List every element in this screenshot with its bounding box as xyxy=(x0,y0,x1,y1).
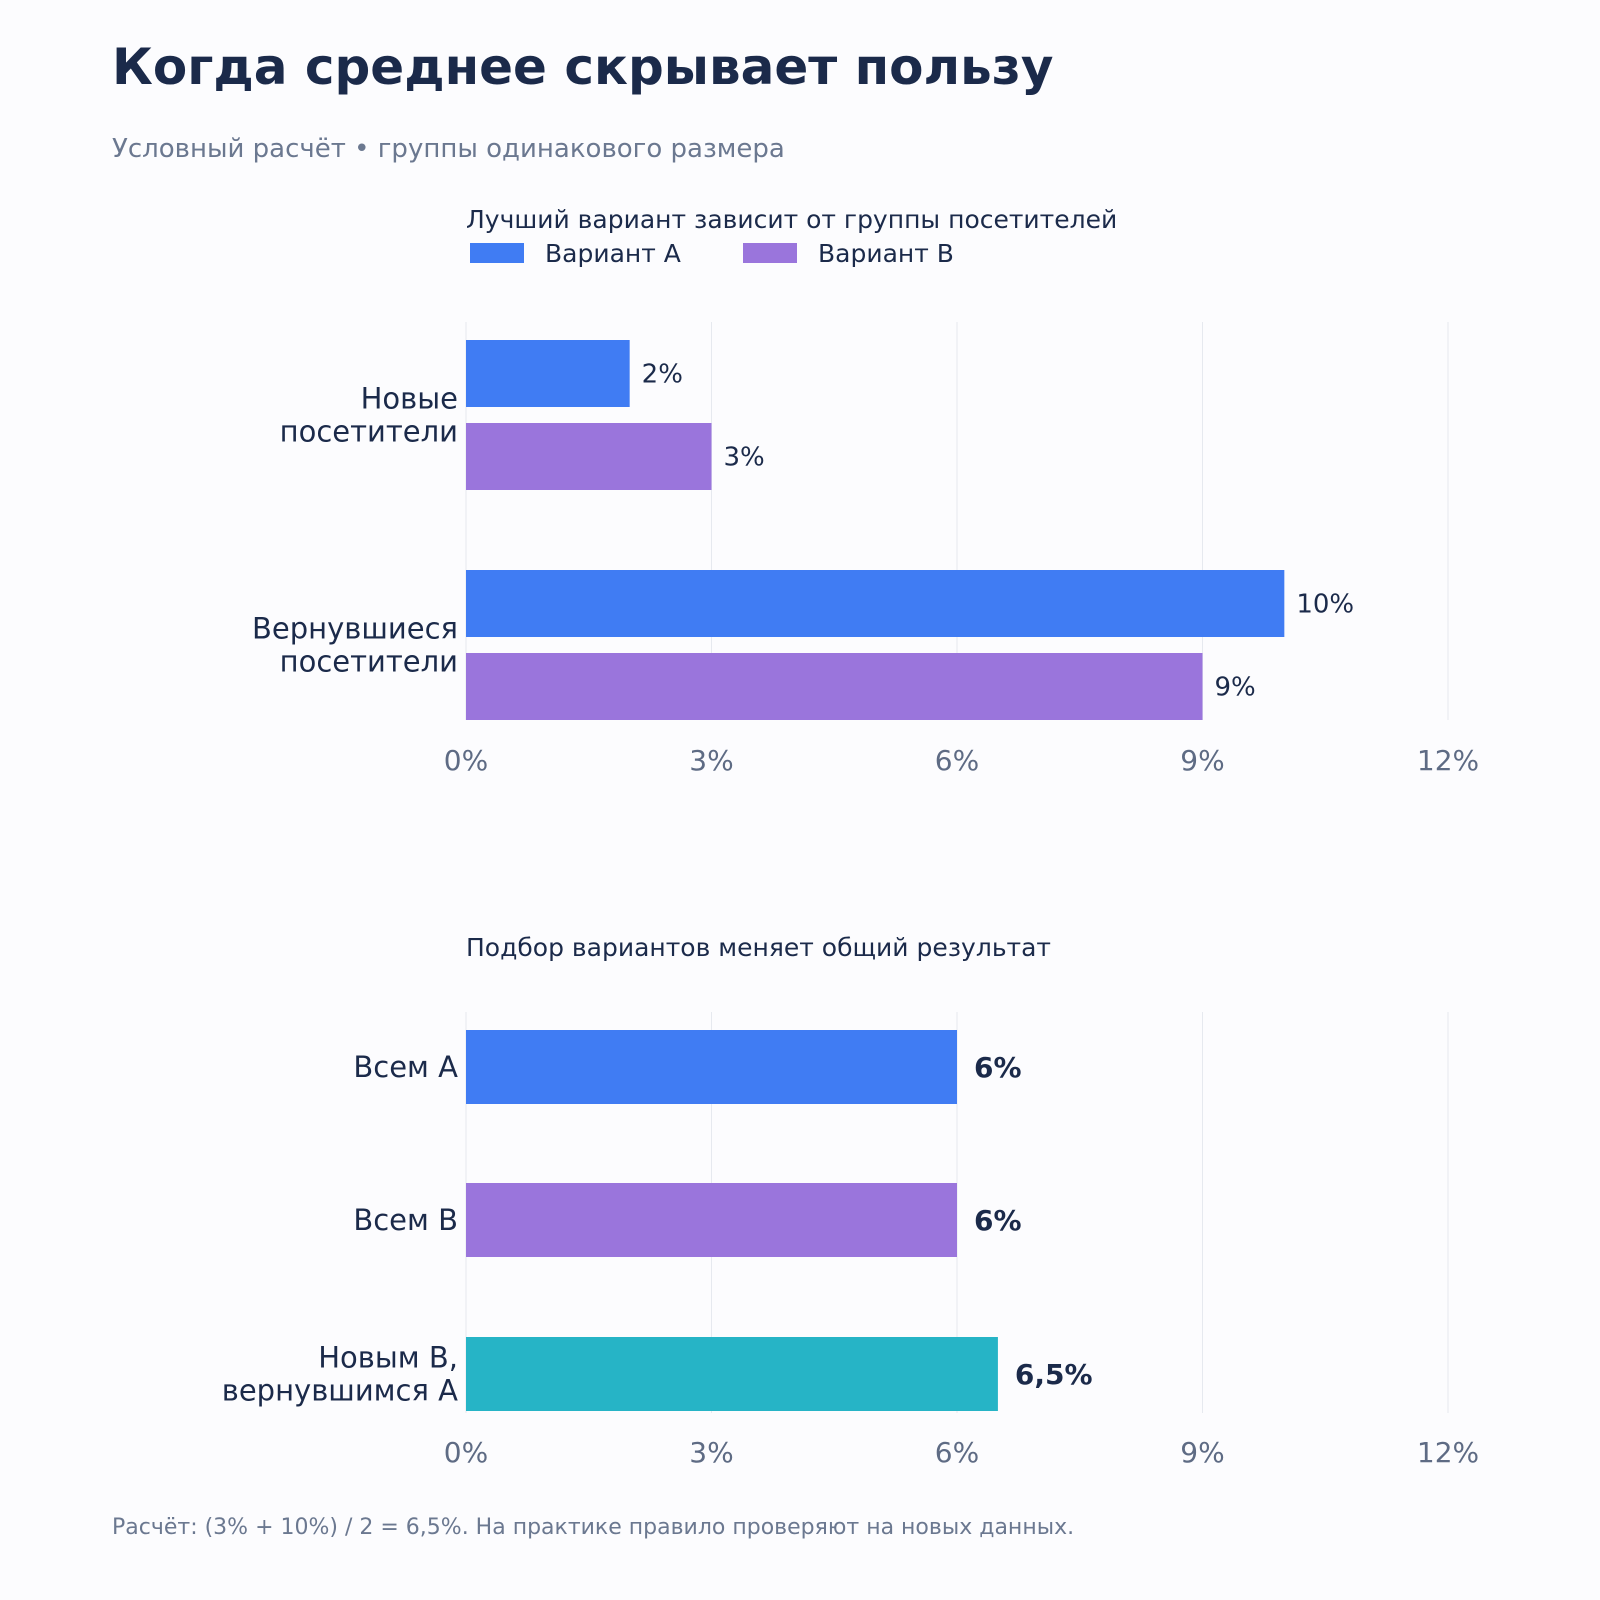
chart2-x-tick-label: 0% xyxy=(444,1436,488,1469)
chart2-value-label: 6% xyxy=(974,1051,1022,1084)
legend-label-a: Вариант A xyxy=(545,239,681,268)
chart2-bar xyxy=(466,1337,998,1411)
chart1-title: Лучший вариант зависит от группы посетит… xyxy=(466,205,1117,234)
chart2-value-label: 6% xyxy=(974,1204,1022,1237)
chart1-value-label: 10% xyxy=(1296,590,1354,620)
chart2-category-label: Всем B xyxy=(353,1203,458,1237)
chart2-x-tick-label: 3% xyxy=(689,1436,733,1469)
page-subtitle: Условный расчёт • группы одинакового раз… xyxy=(112,134,785,164)
chart2-x-tick-label: 6% xyxy=(935,1436,979,1469)
chart1-x-tick-label: 12% xyxy=(1417,744,1479,777)
chart2-category-label: Всем A xyxy=(353,1050,458,1084)
chart2-value-label: 6,5% xyxy=(1015,1358,1093,1391)
chart1-bar-b xyxy=(466,653,1203,720)
chart2-title: Подбор вариантов меняет общий результат xyxy=(466,933,1051,962)
category-label-line: Всем B xyxy=(353,1203,458,1237)
page-title: Когда среднее скрывает пользу xyxy=(112,38,1054,96)
chart1-value-label: 2% xyxy=(642,360,683,390)
category-label-line: Новым B, xyxy=(318,1341,458,1375)
chart1-value-label: 3% xyxy=(724,443,765,473)
chart2-x-tick-label: 9% xyxy=(1180,1436,1224,1469)
chart1-value-label: 9% xyxy=(1215,673,1256,703)
chart1-bar-a xyxy=(466,340,630,407)
chart1-x-tick-label: 3% xyxy=(689,744,733,777)
category-label-line: вернувшимся A xyxy=(222,1374,458,1408)
chart2-bar xyxy=(466,1183,957,1257)
chart2-x-tick-label: 12% xyxy=(1417,1436,1479,1469)
chart1-bar-b xyxy=(466,423,712,490)
chart2-category-label: Новым B, вернувшимся A xyxy=(222,1341,458,1408)
legend-label-b: Вариант B xyxy=(818,239,954,268)
category-label-line: Новые xyxy=(361,382,458,416)
footnote: Расчёт: (3% + 10%) / 2 = 6,5%. На практи… xyxy=(112,1515,1075,1540)
category-label-line: посетители xyxy=(280,645,458,679)
category-label-line: посетители xyxy=(280,415,458,449)
legend-swatch-a xyxy=(470,243,524,263)
chart1-category-label: Новые посетители xyxy=(280,382,458,449)
legend-swatch-b xyxy=(743,243,797,263)
chart1-x-tick-label: 6% xyxy=(935,744,979,777)
chart2-bar xyxy=(466,1030,957,1104)
chart1-x-tick-label: 9% xyxy=(1180,744,1224,777)
chart1-x-tick-label: 0% xyxy=(444,744,488,777)
chart1-category-label: Вернувшиеся посетители xyxy=(252,612,458,679)
chart1-bar-a xyxy=(466,570,1285,637)
category-label-line: Всем A xyxy=(353,1050,458,1084)
category-label-line: Вернувшиеся xyxy=(252,612,458,646)
